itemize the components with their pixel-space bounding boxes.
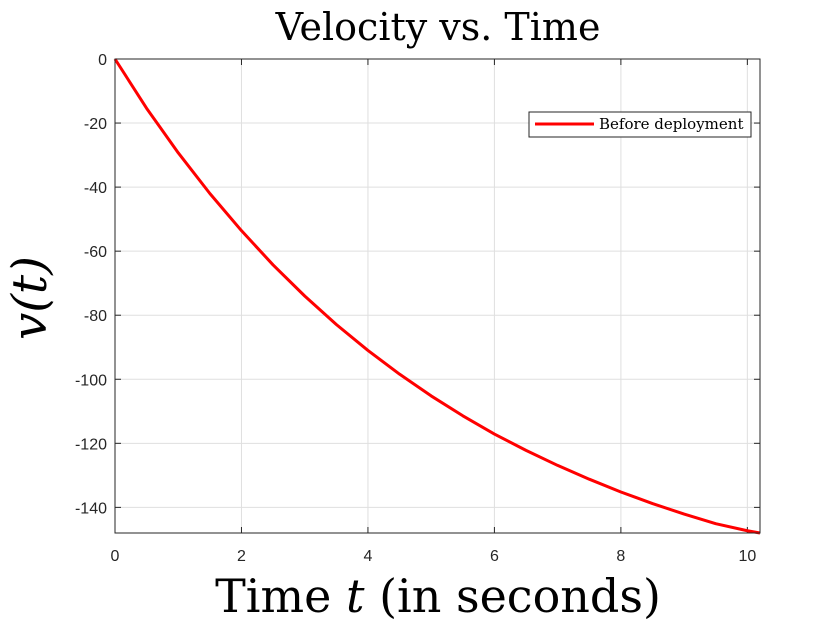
y-tick-label: -40 (84, 180, 107, 197)
y-axis-label: v(t) (2, 256, 58, 340)
y-tick-label: -100 (75, 372, 107, 389)
y-tick-labels: 0 -20 -40 -60 -80 -100 -120 -140 (75, 52, 107, 517)
x-tick-label: 4 (363, 548, 372, 565)
y-tick-label: -20 (84, 116, 107, 133)
data-series (113, 58, 761, 535)
x-tick-label: 0 (111, 548, 120, 565)
y-tick-label: -120 (75, 436, 107, 453)
x-tick-labels: 0 2 4 6 8 10 (111, 548, 757, 565)
x-tick-label: 6 (490, 548, 499, 565)
y-tick-label: 0 (98, 52, 107, 69)
legend-label-before-deployment: Before deployment (599, 115, 743, 133)
x-axis-label: Time t (in seconds) (215, 569, 661, 623)
y-tick-label: -60 (84, 244, 107, 261)
y-tick-label: -140 (75, 500, 107, 517)
plot-area (115, 59, 760, 533)
x-tick-label: 10 (738, 548, 756, 565)
series-line-before-deployment (113, 58, 761, 535)
axes-frame (114, 58, 761, 534)
legend: Before deployment (528, 111, 752, 138)
chart-title: Velocity vs. Time (275, 5, 601, 49)
x-tick-label: 2 (237, 548, 246, 565)
y-tick-label: -80 (84, 308, 107, 325)
x-tick-label: 8 (616, 548, 625, 565)
